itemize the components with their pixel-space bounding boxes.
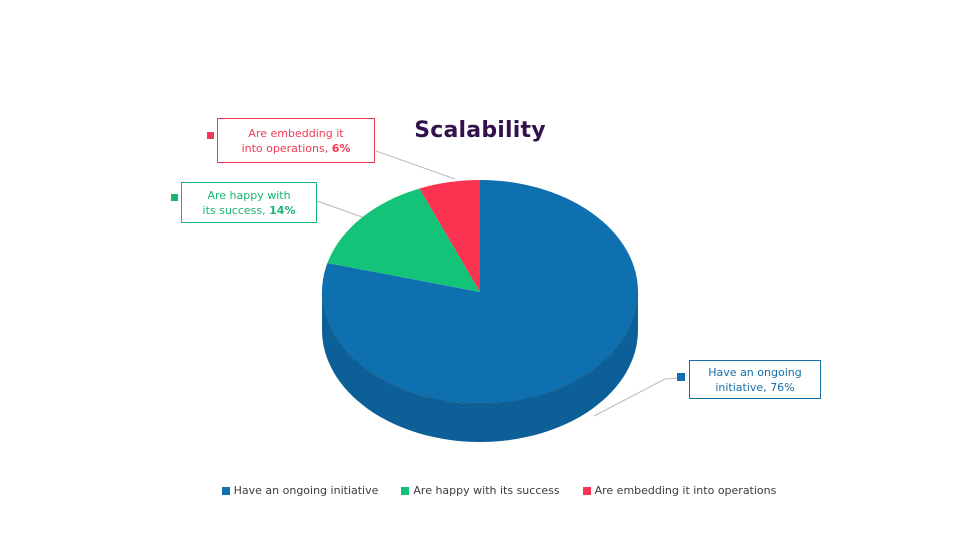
pie-slice-blue <box>322 180 639 405</box>
callout-red-line2: into operations, 6% <box>241 141 351 155</box>
pie-rim-seam <box>321 291 639 405</box>
legend-label-blue: Have an ongoing initiative <box>233 484 379 497</box>
legend-item-green: Are happy with its success <box>401 484 560 497</box>
callout-blue-slice: Have an ongoing initiative, 76% <box>689 360 821 399</box>
legend-label-green: Are happy with its success <box>413 484 560 497</box>
callout-green-slice: Are happy with its success, 14% <box>181 182 317 223</box>
chart-title: Scalability <box>414 118 546 143</box>
legend-item-red: Are embedding it into operations <box>582 484 777 497</box>
callout-marker-blue-square <box>677 373 685 381</box>
pie-slices-group <box>321 179 639 442</box>
legend-label-red: Are embedding it into operations <box>594 484 777 497</box>
callout-green-line1: Are happy with <box>207 188 291 202</box>
callout-marker-red-square <box>207 132 214 139</box>
callout-marker-green-square <box>171 194 178 201</box>
leader-line-red <box>375 150 456 180</box>
callout-red-slice: Are embedding it into operations, 6% <box>217 118 375 163</box>
pie-slice-green <box>327 188 480 292</box>
leader-line-green <box>316 200 369 220</box>
legend-swatch-green <box>401 486 410 495</box>
callout-blue-line1: Have an ongoing <box>708 365 802 379</box>
callout-blue-line2: initiative, 76% <box>715 380 795 394</box>
legend-swatch-blue <box>221 486 230 495</box>
pie-slice-red <box>419 179 480 292</box>
callout-red-pct: 6% <box>331 141 351 155</box>
pie-side-rim <box>322 292 638 442</box>
callout-green-pct: 14% <box>269 203 296 217</box>
chart-legend: Have an ongoing initiative Are happy wit… <box>19 484 960 497</box>
legend-item-blue: Have an ongoing initiative <box>221 484 379 497</box>
legend-swatch-red <box>582 486 591 495</box>
callout-blue-pct: 76% <box>770 380 795 394</box>
callout-red-line1: Are embedding it <box>248 126 344 140</box>
callout-green-line2: its success, 14% <box>202 203 296 217</box>
leader-line-blue <box>593 377 678 417</box>
